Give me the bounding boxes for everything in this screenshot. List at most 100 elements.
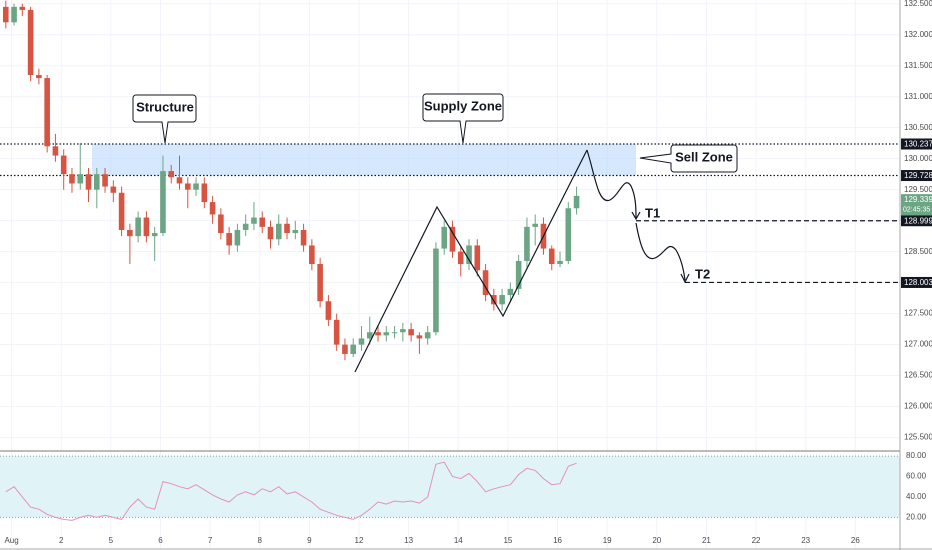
candle-body [441, 226, 448, 249]
y-tick-label: 127.500 [904, 309, 932, 318]
candle-body [416, 335, 423, 339]
target-label: T2 [695, 266, 710, 281]
candle-body [515, 260, 522, 289]
candle-body [218, 214, 224, 234]
candle-body [251, 217, 257, 224]
candle-body [408, 329, 414, 336]
x-tick-label: 19 [603, 536, 612, 545]
candle-body [11, 6, 17, 23]
x-tick-label: 26 [851, 536, 860, 545]
callout-text: Sell Zone [675, 149, 733, 164]
level-tag [901, 138, 932, 150]
candle-body [93, 174, 100, 190]
candle-body [375, 332, 381, 336]
candle-body [110, 186, 117, 193]
y-tick-label: 130.500 [904, 123, 932, 132]
candle-body [184, 183, 191, 190]
candle-body [565, 208, 572, 261]
candle-body [573, 195, 580, 209]
level-tag-label: 130.237 [904, 140, 932, 149]
y-tick-label: 128.500 [904, 247, 932, 256]
y-tick-label: 129.500 [904, 185, 932, 194]
candle-body [168, 171, 175, 178]
candle-body [118, 192, 125, 230]
y-tick-label: 131.000 [904, 92, 932, 101]
candle-body [151, 233, 158, 237]
arrow-head [680, 273, 690, 284]
candle-body [507, 288, 514, 296]
rsi-tick-label: 40.00 [906, 492, 927, 501]
x-tick-label: 12 [355, 536, 364, 545]
candle-body [259, 217, 266, 227]
callouts: Structure Supply Zone Sell Zone T1 T2 [132, 93, 738, 281]
candle-body [19, 6, 26, 10]
x-tick-label: 6 [158, 536, 163, 545]
candle-body [400, 329, 406, 333]
candle-body [548, 248, 555, 265]
candle-body [85, 174, 92, 190]
candle-body [135, 217, 141, 237]
candle-body [474, 245, 481, 271]
candle-body [457, 251, 464, 265]
candle-body [267, 226, 274, 240]
x-tick-label: 22 [752, 536, 761, 545]
candle-body [284, 223, 290, 234]
candle-body [317, 264, 323, 302]
forecast-path [586, 149, 637, 219]
candle-body [424, 332, 431, 339]
y-tick-label: 132.500 [904, 0, 932, 8]
y-tick-label: 131.500 [904, 61, 932, 70]
x-tick-label: 2 [59, 536, 64, 545]
arrow-head [631, 211, 641, 221]
x-tick-label: 23 [801, 536, 810, 545]
x-tick-label: 21 [702, 536, 711, 545]
candle-body [466, 245, 472, 265]
candle-body [350, 344, 357, 354]
callout-box [422, 93, 504, 144]
candle-body [325, 301, 332, 320]
y-tick-label: 126.500 [904, 371, 932, 380]
y-tick-label: 132.000 [904, 30, 932, 39]
y-tick-label: 127.000 [904, 340, 932, 349]
candle-body [44, 78, 50, 147]
rsi-tick-label: 20.00 [906, 512, 927, 521]
candle-body [201, 183, 208, 203]
candle-body [234, 229, 241, 246]
rsi-line [5, 461, 577, 521]
x-tick-label: 9 [307, 536, 312, 545]
candle-body [309, 245, 315, 265]
marks [0, 0, 900, 521]
candle-body [383, 332, 390, 336]
x-tick-label: Aug [4, 536, 18, 545]
candle-body [342, 344, 348, 354]
rsi-band [0, 456, 900, 518]
callout-box [639, 144, 738, 173]
price-tag-label: 129.339 [904, 195, 932, 204]
y-tick-label: 125.500 [904, 433, 932, 442]
x-tick-label: 5 [109, 536, 114, 545]
axis-background [900, 0, 932, 550]
callout-text: Structure [136, 99, 194, 114]
candle-body [532, 223, 539, 227]
candle-body [209, 202, 216, 215]
level-tag-label: 129.728 [904, 171, 932, 180]
price-tag [901, 194, 932, 216]
background [0, 0, 900, 548]
candle-body [102, 174, 108, 187]
level-tag [901, 215, 932, 227]
candle-body [242, 223, 249, 230]
candle-body [176, 177, 183, 184]
y-tick-label: 130.000 [904, 154, 932, 163]
candle-body [127, 229, 133, 237]
candle-body [60, 155, 67, 175]
x-tick-label: 14 [454, 536, 463, 545]
forecast-path [635, 222, 686, 281]
candle-body [160, 171, 166, 234]
candle-body [27, 9, 34, 75]
x-tick-label: 13 [404, 536, 413, 545]
supply-zone [92, 143, 636, 176]
candle-body [482, 270, 489, 296]
rsi-tick-label: 60.00 [906, 472, 927, 481]
candle-body [391, 332, 398, 334]
